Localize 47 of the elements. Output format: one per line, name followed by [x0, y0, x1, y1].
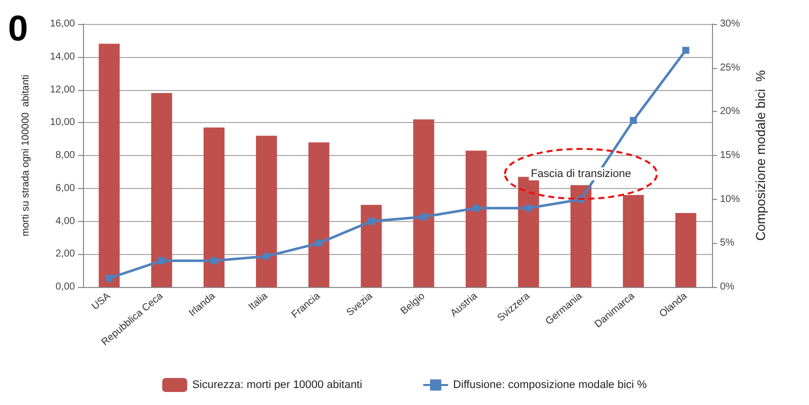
bar — [308, 142, 330, 287]
point — [368, 218, 375, 225]
bar — [413, 119, 434, 287]
point — [210, 257, 218, 264]
y-tick-label: 4,00 — [56, 216, 76, 227]
y-tick-label: 12,00 — [50, 84, 76, 96]
bar — [204, 128, 225, 287]
y-tick-label: 14,00 — [50, 51, 76, 62]
bar — [98, 44, 120, 287]
y2-tick-label: 0% — [720, 282, 735, 292]
point — [682, 46, 690, 54]
y-tick-label: 16,00 — [50, 18, 76, 30]
bar — [256, 136, 277, 287]
y2-tick-label: 30% — [720, 18, 740, 30]
text: 0 — [8, 8, 28, 48]
x-tick-label: USA — [90, 290, 113, 312]
point — [262, 252, 270, 260]
point — [420, 213, 428, 220]
bar — [466, 150, 487, 287]
y-tick-label: 6,00 — [56, 182, 76, 194]
x-tick-label: Italia — [246, 290, 270, 313]
y2-tick-label: 5% — [720, 238, 735, 249]
bar — [518, 176, 540, 287]
point — [472, 204, 480, 212]
bar — [570, 185, 592, 287]
bar — [675, 213, 696, 287]
point — [158, 257, 166, 264]
bar — [622, 194, 644, 287]
y-tick-label: 2,00 — [56, 248, 76, 260]
bar — [360, 204, 382, 287]
y2-tick-label: 15% — [720, 150, 740, 161]
y2-axis-title: Composizione modale bici % — [753, 70, 768, 241]
annotation: Fascia di transizione — [530, 168, 632, 180]
y-axis-title: morti su strada ogni 100000 abitanti — [20, 74, 32, 236]
legend-label: Sicurezza: morti per 10000 abitanti — [192, 379, 362, 391]
point — [525, 204, 532, 212]
y-tick-label: 0,00 — [56, 282, 76, 292]
y-tick-label: 8,00 — [56, 150, 76, 161]
y2-tick-label: 20% — [720, 106, 740, 118]
point — [315, 240, 322, 247]
y2-tick-label: 10% — [720, 194, 740, 205]
y-tick-label: 10,00 — [50, 117, 76, 128]
point — [630, 116, 637, 124]
point — [106, 274, 113, 282]
legend-label: Diffusione: composizione modale bici % — [453, 379, 648, 391]
y2-tick-label: 25% — [720, 62, 740, 74]
bar — [151, 93, 172, 287]
